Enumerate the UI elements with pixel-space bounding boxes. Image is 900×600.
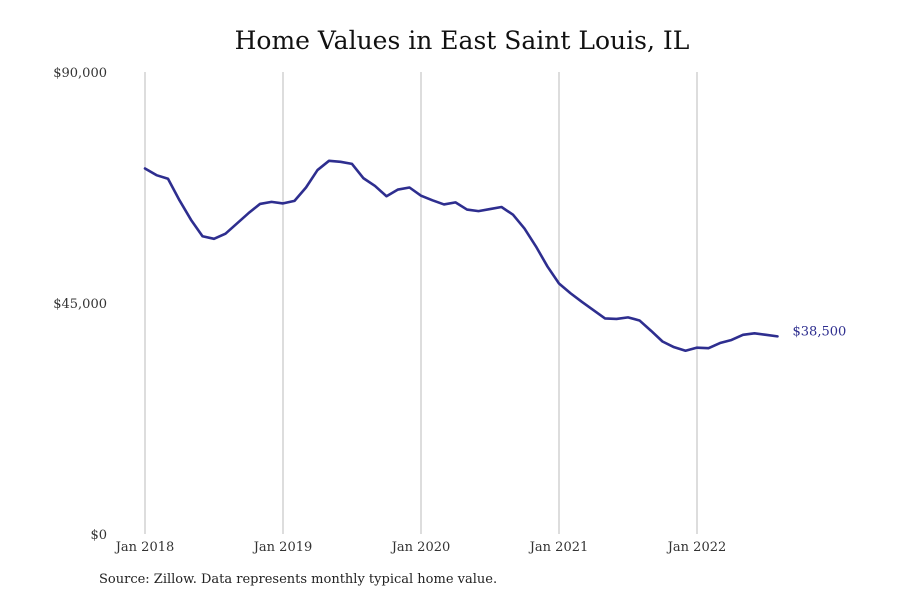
data-point <box>592 308 596 312</box>
end-value-label: $38,500 <box>793 324 847 339</box>
data-point <box>419 194 423 198</box>
x-axis: Jan 2018 Jan 2019 Jan 2020 Jan 2021 Jan 2022 <box>114 540 727 555</box>
grid-lines <box>144 72 698 534</box>
series-line <box>143 159 779 353</box>
data-point <box>684 349 688 353</box>
chart-title: Home Values in East Saint Louis, IL <box>234 26 690 55</box>
data-point <box>293 199 297 203</box>
data-point <box>270 200 274 204</box>
data-point <box>327 159 331 163</box>
data-point <box>649 329 653 333</box>
data-point <box>695 346 699 350</box>
data-point <box>247 211 251 215</box>
data-point <box>189 218 193 222</box>
x-tick-label: Jan 2021 <box>528 540 589 555</box>
data-point <box>569 291 573 295</box>
data-point <box>178 198 182 202</box>
data-point <box>235 221 239 225</box>
data-point <box>373 184 377 188</box>
y-tick-label: $45,000 <box>53 297 107 312</box>
data-point <box>304 186 308 190</box>
data-point <box>350 162 354 166</box>
data-point <box>201 234 205 238</box>
data-point <box>638 318 642 322</box>
data-point <box>431 198 435 202</box>
data-point <box>753 331 757 335</box>
data-point <box>166 177 170 181</box>
data-point <box>661 340 665 344</box>
data-point <box>511 213 515 217</box>
data-point <box>442 202 446 206</box>
data-point <box>385 194 389 198</box>
data-point <box>454 200 458 204</box>
data-point <box>707 346 711 350</box>
data-point <box>546 265 550 269</box>
data-point <box>465 208 469 212</box>
data-point <box>316 168 320 172</box>
data-point <box>477 209 481 213</box>
data-point <box>672 345 676 349</box>
y-tick-label: $90,000 <box>53 66 107 81</box>
data-point <box>362 176 366 180</box>
data-point <box>143 167 147 171</box>
x-tick-label: Jan 2022 <box>666 540 727 555</box>
series-layer <box>143 159 780 353</box>
data-point <box>258 202 262 206</box>
x-tick-label: Jan 2018 <box>114 540 175 555</box>
data-point <box>339 160 343 164</box>
data-point <box>500 205 504 209</box>
data-point <box>615 317 619 321</box>
y-axis: $0 $45,000 $90,000 <box>53 66 107 543</box>
data-point <box>764 333 768 337</box>
source-note: Source: Zillow. Data represents monthly … <box>99 572 498 587</box>
data-point <box>730 338 734 342</box>
data-point <box>224 232 228 236</box>
data-point <box>776 334 780 338</box>
data-point <box>396 188 400 192</box>
data-point <box>718 341 722 345</box>
data-point <box>488 207 492 211</box>
data-point <box>408 186 412 190</box>
x-tick-label: Jan 2020 <box>390 540 451 555</box>
y-tick-label: $0 <box>90 528 107 543</box>
data-point <box>155 173 159 177</box>
data-point <box>534 245 538 249</box>
data-point <box>603 316 607 320</box>
data-point <box>557 281 561 285</box>
data-point <box>523 227 527 231</box>
data-point <box>212 237 216 241</box>
annotation-layer: $38,500 <box>793 324 847 339</box>
x-tick-label: Jan 2019 <box>252 540 313 555</box>
data-point <box>281 201 285 205</box>
data-point <box>580 300 584 304</box>
data-point <box>626 315 630 319</box>
data-point <box>741 333 745 337</box>
